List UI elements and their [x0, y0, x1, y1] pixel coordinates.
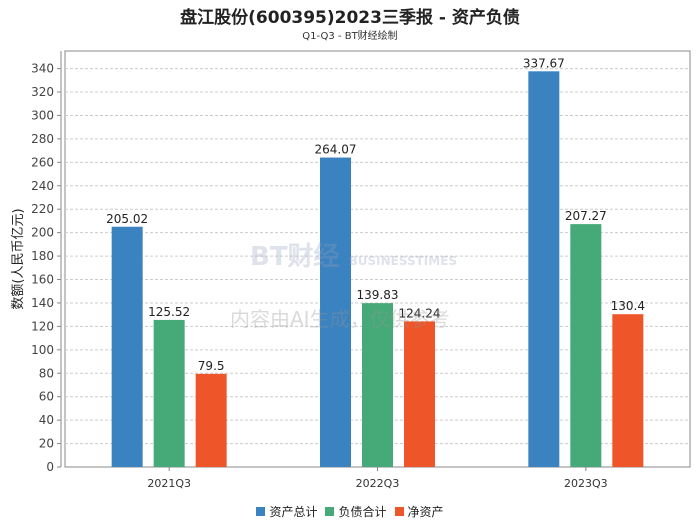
bar [362, 303, 393, 467]
data-label: 125.52 [148, 305, 190, 319]
data-label: 207.27 [565, 209, 607, 223]
y-tick-label: 160 [31, 273, 54, 287]
bar [195, 373, 227, 467]
x-tick-label: 2023Q3 [564, 477, 608, 490]
data-label: 139.83 [357, 288, 399, 302]
data-label: 205.02 [106, 212, 148, 226]
y-tick-label: 120 [31, 319, 54, 333]
watermark-text: 内容由AI生成，仅供参考 [230, 307, 450, 331]
y-tick-label: 60 [39, 390, 54, 404]
y-tick-label: 180 [31, 249, 54, 263]
legend-swatch [256, 507, 266, 516]
bar [153, 319, 185, 467]
y-tick-label: 40 [39, 413, 54, 427]
bar [528, 71, 560, 467]
data-label: 337.67 [523, 56, 565, 70]
bar [612, 314, 644, 467]
legend-swatch [325, 507, 335, 516]
legend-label: 资产总计 [269, 505, 318, 519]
bar [404, 321, 435, 467]
y-tick-label: 200 [31, 226, 54, 240]
bar [570, 224, 602, 467]
legend-label: 净资产 [407, 505, 444, 519]
chart-subtitle: Q1-Q3 - BT财经绘制 [302, 31, 398, 42]
x-tick-label: 2021Q3 [147, 477, 191, 490]
data-label: 124.24 [399, 306, 441, 320]
watermark-logo: BT财经 BUSINESSTIMES [250, 242, 458, 272]
y-tick-label: 100 [31, 343, 54, 357]
y-tick-label: 80 [39, 366, 54, 380]
legend-label: 负债合计 [338, 505, 387, 519]
y-axis-label: 数额(人民币亿元) [11, 208, 26, 309]
legend-item[interactable]: 资产总计 [256, 503, 317, 520]
legend: 资产总计 负债合计 净资产 [0, 503, 700, 520]
chart-title: 盘江股份(600395)2023三季报 - 资产负债 [180, 8, 520, 28]
y-tick-label: 0 [46, 460, 54, 474]
bar [320, 157, 351, 467]
y-tick-label: 280 [31, 132, 54, 146]
data-label: 130.4 [611, 299, 645, 313]
y-tick-label: 300 [31, 108, 54, 122]
y-tick-label: 240 [31, 179, 54, 193]
y-tick-label: 340 [31, 62, 54, 76]
x-tick-label: 2022Q3 [356, 477, 400, 490]
legend-item[interactable]: 净资产 [394, 503, 444, 520]
y-tick-label: 20 [39, 437, 54, 451]
bar [111, 226, 143, 467]
legend-swatch [394, 507, 404, 516]
y-tick-label: 140 [31, 296, 54, 310]
legend-item[interactable]: 负债合计 [325, 503, 387, 520]
data-label: 264.07 [315, 143, 357, 157]
y-tick-label: 220 [31, 202, 54, 216]
y-tick-label: 260 [31, 155, 54, 169]
data-label: 79.5 [198, 359, 225, 373]
y-tick-label: 320 [31, 85, 54, 99]
